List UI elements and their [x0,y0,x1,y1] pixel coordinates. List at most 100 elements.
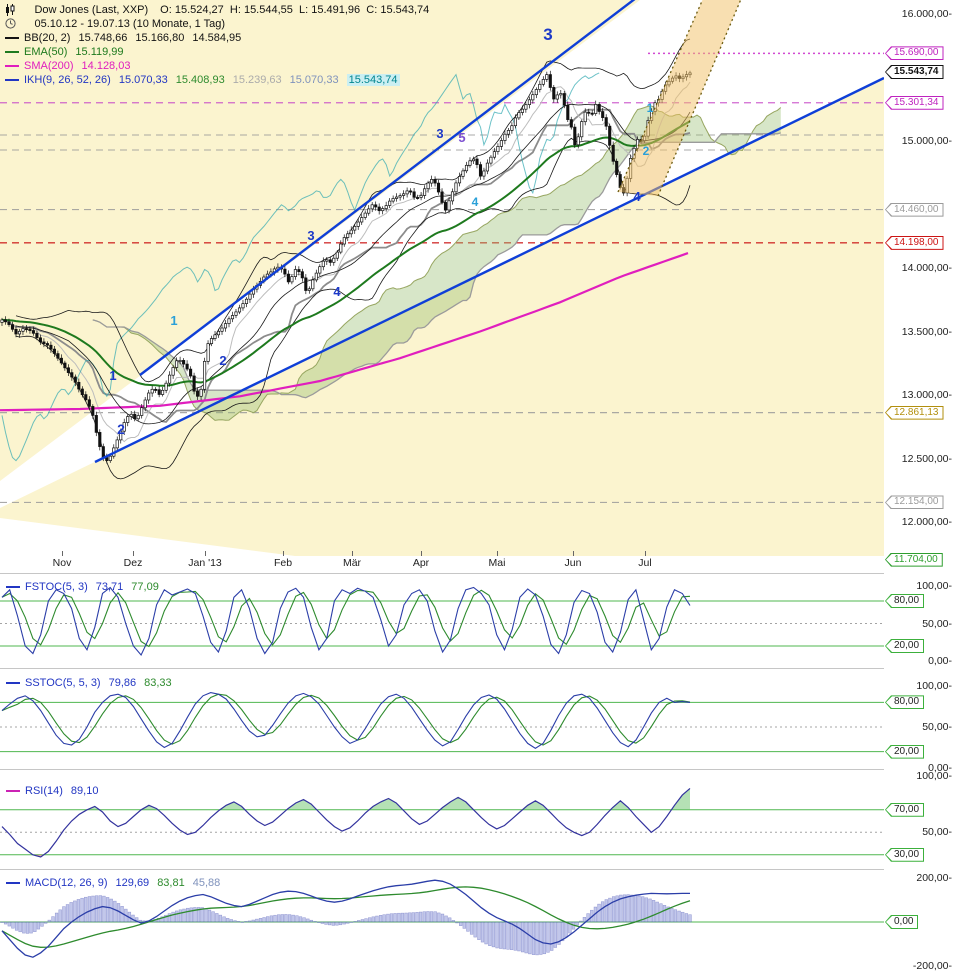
sstoc-axis-label: 50,00- [922,721,952,733]
candle-body [594,104,598,114]
macd-histogram-bar [287,914,292,923]
legend-sma[interactable]: SMA(200) 14.128,03 [5,59,130,72]
macd-histogram-bar [353,921,357,923]
price-tag-text: 15.690,00 [886,47,943,60]
macd-line [1,879,690,958]
indicator-panel-sstoc[interactable] [0,672,884,770]
bg-corner-band [0,518,296,556]
candle-body [164,382,168,391]
rsi-axis-label: 50,00- [922,826,952,839]
macd-histogram-bar [546,921,550,953]
indicator-panel-macd[interactable] [0,871,884,970]
ema50-line [1,120,691,387]
rsi-header[interactable]: RSI(14) 89,10 [6,785,98,797]
sstoc-header[interactable]: SSTOC(5, 5, 3) 79,86 83,33 [6,677,172,689]
candle-body [461,170,465,177]
candle-body [66,367,70,373]
ikh-value: 15.543,74 [346,73,400,86]
instrument-header[interactable]: Dow Jones (Last, XXP) O: 15.524,27 H: 15… [5,3,429,16]
candle-body [3,319,8,323]
macd-histogram-bar [244,921,248,923]
macd-histogram-bar [579,920,583,923]
macd-histogram-bar [608,897,612,923]
bb-upper-line [15,38,691,383]
candle-body [122,422,126,432]
macd-histogram-bar [320,921,324,924]
candle-body [87,399,91,407]
indicator-panel-fstoc[interactable] [0,576,884,668]
indicator-panel-rsi[interactable] [0,770,884,869]
tenkan-line [1,81,691,443]
fstoc-plot [0,586,884,657]
macd-histogram-bar [313,921,317,923]
candle-body [223,323,228,329]
legend-ikh[interactable]: IKH(9, 26, 52, 26) 15.070,33 15.408,93 15.2… [5,73,400,86]
price-tag-text: 20,00 [886,745,924,758]
wave-count-label: 1 [109,368,116,383]
candle-body [182,360,186,365]
macd-histogram-bar [196,907,201,923]
macd-histogram-bar [575,921,579,926]
candle-body [178,360,182,362]
candle-body [98,432,102,447]
ohlc-values: O: 15.524,27 H: 15.544,55 L: 15.491,96 C… [160,3,430,16]
instrument-name: Dow Jones (Last, XXP) [34,3,149,16]
macd-histogram-bar [488,921,492,946]
candle-body [56,353,60,359]
ikh-label: IKH(9, 26, 52, 26) [24,73,111,86]
time-axis[interactable]: Nov Dez Jan '13 Feb Mär Apr Mai Jun Jul [0,550,884,572]
macd-histogram-bar [389,913,394,923]
price-tag-text: 12.861,13 [886,406,943,419]
macd-histogram-bar [411,912,415,923]
price-tag: 15.301,34 [885,95,944,110]
fstoc-header[interactable]: FSTOC(5, 3) 73,71 77,09 [6,581,159,593]
candle-body [475,158,479,165]
fstoc-axis-label: 0,00- [928,655,952,667]
macd-histogram-bar [360,919,365,923]
macd-histogram-bar [102,895,106,923]
candle-body [349,229,353,235]
month-label: Nov [52,557,72,569]
macd-histogram-bar [273,914,277,923]
kijun-line [1,108,691,423]
wave-count-label: 4 [633,189,641,204]
candle-body [527,99,531,105]
macd-histogram-bar [619,894,623,923]
macd-histogram-bar [269,915,274,923]
macd-histogram-bar [513,921,517,951]
macd-histogram-bar [251,919,255,923]
legend-bb[interactable]: BB(20, 2) 15.748,66 15.166,80 14.584,95 [5,31,241,44]
legend-ema[interactable]: EMA(50) 15.119,99 [5,45,124,58]
macd-histogram-bar [651,900,656,923]
price-tag: 80,00 [885,695,925,710]
candle-body [237,307,242,313]
macd-histogram-bar [429,911,434,923]
macd-header[interactable]: MACD(12, 26, 9) 129,69 83,81 45,88 [6,877,220,889]
macd-histogram-bar [520,921,525,953]
macd-histogram-bar [371,916,375,923]
price-tag: 15.543,74 [885,64,944,79]
macd-histogram-bar [342,921,346,925]
candle-body [464,164,469,172]
candle-body [503,133,507,141]
period-header[interactable]: 05.10.12 - 19.07.13 (10 Monate, 1 Tag) [5,17,225,30]
candle-body [31,330,35,334]
candle-body [230,315,235,320]
month-tick [133,551,134,556]
fstoc-title: FSTOC(5, 3) [25,581,88,593]
wave-count-label: 4 [472,195,479,209]
price-tag: 14.198,00 [885,235,944,250]
candle-body [374,204,378,208]
ikh-value: 15.408,93 [175,73,225,86]
bb-value: 15.166,80 [135,31,185,44]
macd-histogram-bar [397,912,401,923]
macd-histogram-bar [291,914,295,923]
percent-k-line [1,692,691,749]
macd-histogram-bar [535,921,539,956]
macd-histogram-bar [138,919,142,923]
candle-body [552,87,556,100]
indicator-dash-icon [6,586,20,588]
macd-histogram-bar [615,895,619,923]
